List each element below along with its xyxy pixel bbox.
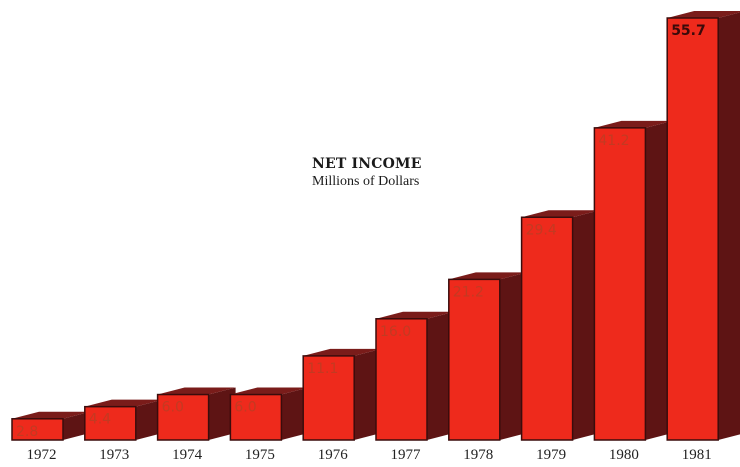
- bar-side-1973: [135, 399, 163, 440]
- data-label-1981: 55.7: [671, 23, 706, 39]
- bar-1977: 16.0: [375, 311, 454, 441]
- data-label-1980: 41.2: [598, 133, 629, 149]
- bar-top-1974: [157, 387, 236, 395]
- bar-side-1977: [427, 311, 454, 440]
- x-tick-1977: 1977: [391, 447, 422, 463]
- x-tick-1972: 1972: [27, 447, 57, 463]
- chart-title: NET INCOME: [312, 156, 422, 172]
- x-tick-1973: 1973: [99, 447, 129, 463]
- bar-top-1976: [303, 348, 382, 356]
- bar-front-1978: [448, 278, 501, 441]
- x-tick-1975: 1975: [245, 447, 275, 463]
- x-axis-ticks: 1972 1973 1974 1975 1976 1977 1978 1979 1980 1981: [27, 447, 712, 463]
- bar-side-1980: [645, 120, 673, 440]
- bar-side-1979: [572, 210, 600, 440]
- bar-front-1981: [666, 17, 719, 441]
- bar-front-1975: [229, 393, 283, 441]
- bar-front-1972: [11, 418, 64, 441]
- bar-top-1975: [230, 387, 309, 395]
- data-label-1976: 11.1: [307, 361, 338, 377]
- x-tick-1976: 1976: [318, 447, 349, 463]
- x-tick-1981: 1981: [682, 447, 712, 463]
- data-label-1974: 6.0: [162, 400, 184, 416]
- x-tick-1980: 1980: [609, 447, 639, 463]
- bar-top-1979: [521, 210, 600, 218]
- bar-front-1974: [156, 393, 210, 441]
- chart-title-block: NET INCOME Millions of Dollars: [312, 156, 422, 190]
- data-label-1978: 21.2: [453, 284, 484, 300]
- bar-side-1976: [354, 348, 382, 440]
- bar-1976: 11.1: [302, 348, 382, 441]
- bar-side-1972: [63, 411, 90, 440]
- bars-group: 2.8 4.4 6.0 6.0 11.1 16.0 21.2 29.4 41.2 55.7: [11, 11, 740, 441]
- bar-front-1976: [302, 355, 355, 441]
- bar-top-1972: [12, 411, 90, 419]
- bar-top-1973: [84, 399, 163, 407]
- bar-side-1978: [499, 272, 527, 440]
- bar-front-1979: [520, 216, 574, 441]
- bar-side-1975: [281, 387, 309, 440]
- bar-1973: 4.4: [84, 399, 163, 441]
- x-tick-1978: 1978: [463, 447, 493, 463]
- bar-1978: 21.2: [448, 272, 527, 441]
- data-label-1979: 29.4: [526, 222, 557, 238]
- bar-side-1981: [718, 12, 740, 440]
- bar-1975: 6.0: [229, 387, 309, 441]
- data-label-1973: 4.4: [89, 412, 111, 428]
- bar-1972: 2.8: [11, 411, 90, 441]
- bar-1979: 29.4: [520, 210, 600, 441]
- bar-top-1980: [594, 120, 673, 128]
- data-label-1972: 2.8: [16, 424, 38, 440]
- bar-top-1978: [448, 272, 527, 280]
- bar-top-1981: [667, 11, 740, 18]
- bar-1981: 55.7: [666, 11, 740, 441]
- bar-front-1977: [375, 318, 428, 441]
- x-tick-1974: 1974: [172, 447, 203, 463]
- chart-subtitle: Millions of Dollars: [312, 174, 420, 189]
- bar-front-1973: [84, 405, 137, 441]
- bar-side-1974: [208, 387, 236, 440]
- data-label-1977: 16.0: [380, 324, 411, 340]
- bar-top-1977: [376, 311, 454, 319]
- data-label-1975: 6.0: [234, 400, 256, 416]
- bar-1974: 6.0: [156, 387, 236, 441]
- bar-1980: 41.2: [593, 120, 673, 441]
- bar-front-1980: [593, 127, 647, 441]
- x-tick-1979: 1979: [536, 447, 566, 463]
